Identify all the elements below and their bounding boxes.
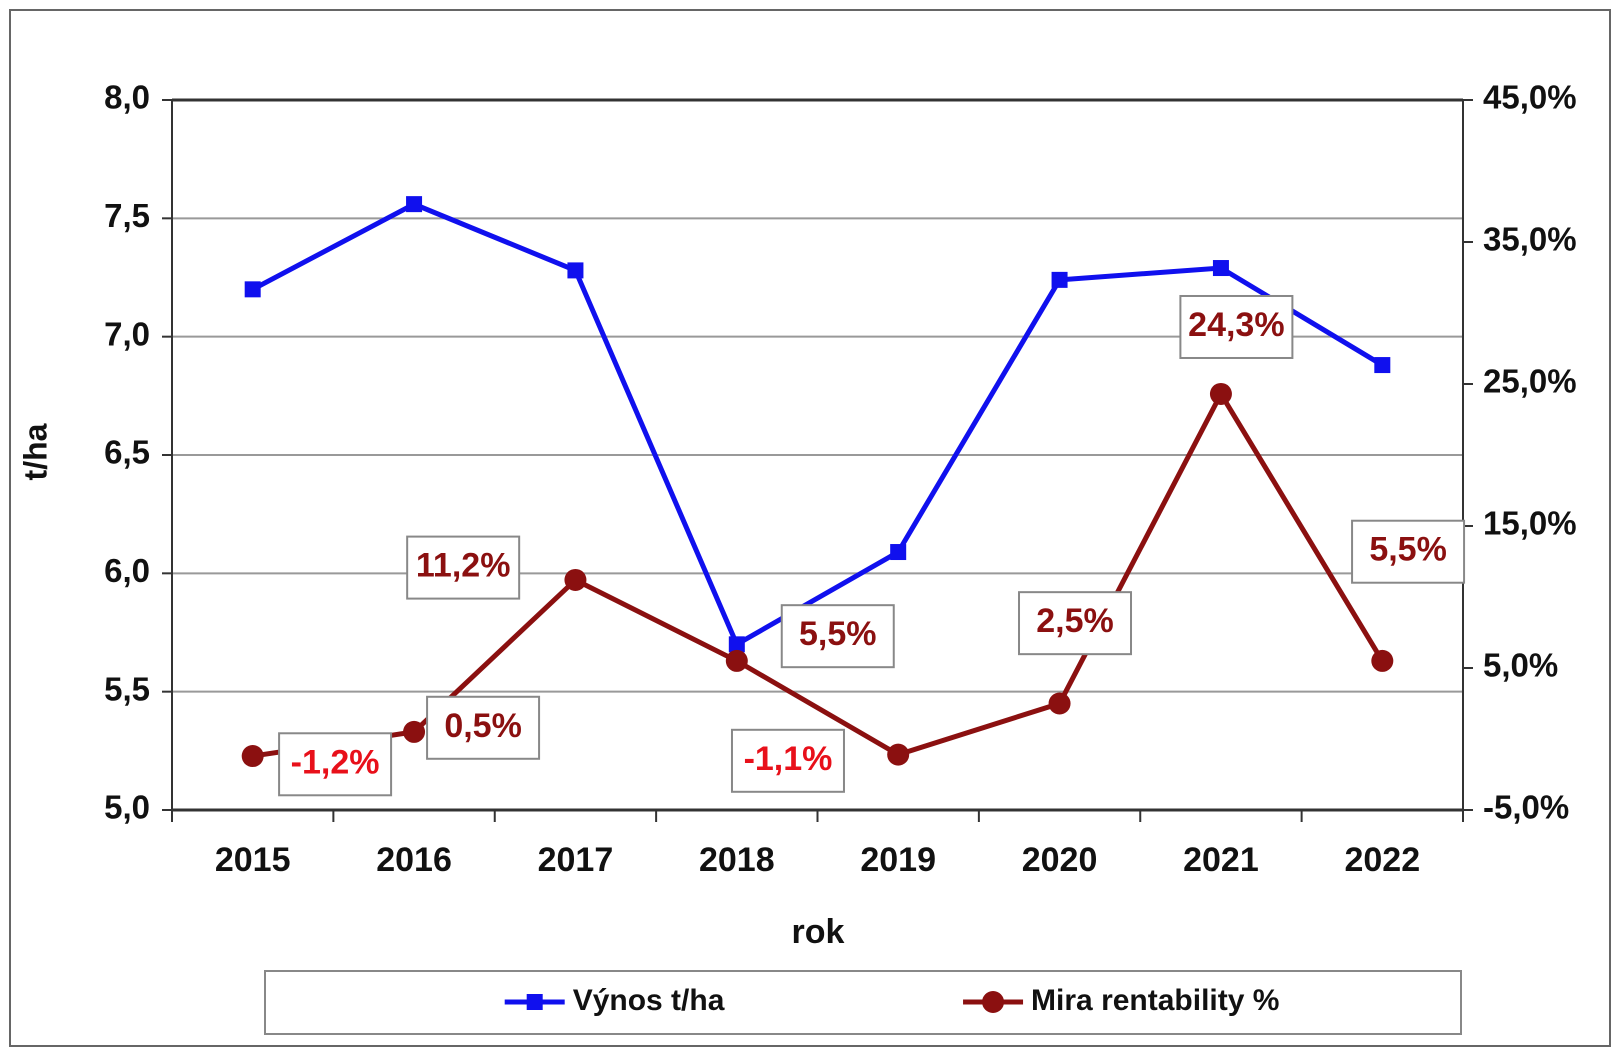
y2-tick-label: -5,0% bbox=[1483, 789, 1569, 826]
legend-label: Mira rentability % bbox=[1031, 984, 1279, 1017]
data-label-box bbox=[730, 728, 845, 793]
marker bbox=[1371, 649, 1394, 672]
data-label: 24,3% bbox=[1188, 306, 1284, 344]
x-tick-label: 2017 bbox=[538, 841, 614, 879]
marker bbox=[1048, 692, 1071, 715]
y-axis-label: t/ha bbox=[17, 423, 53, 480]
y-tick-label: 6,5 bbox=[104, 434, 150, 471]
x-tick-label: 2022 bbox=[1344, 841, 1420, 879]
y2-tick-label: 15,0% bbox=[1483, 505, 1577, 542]
data-label: 5,5% bbox=[799, 615, 877, 653]
data-label-box bbox=[278, 732, 393, 797]
y-tick-label: 5,5 bbox=[104, 670, 150, 707]
marker bbox=[890, 544, 907, 561]
legend-box bbox=[264, 970, 1462, 1035]
marker bbox=[567, 262, 584, 279]
data-label: 11,2% bbox=[416, 547, 511, 585]
marker bbox=[241, 745, 264, 768]
x-tick-label: 2016 bbox=[376, 841, 452, 879]
series-line bbox=[251, 201, 1384, 648]
marker bbox=[1051, 271, 1068, 288]
marker bbox=[887, 743, 910, 766]
x-tick-label: 2020 bbox=[1022, 841, 1098, 879]
y-tick-label: 8,0 bbox=[104, 79, 150, 116]
marker bbox=[403, 720, 426, 743]
y-tick-label: 5,0 bbox=[104, 789, 150, 826]
data-label-box bbox=[1018, 591, 1133, 656]
x-tick-label: 2019 bbox=[860, 841, 936, 879]
y2-tick-label: 35,0% bbox=[1483, 221, 1577, 258]
data-label-box bbox=[1179, 294, 1294, 359]
data-label-box bbox=[406, 535, 521, 600]
marker bbox=[982, 991, 1005, 1013]
x-tick-label: 2021 bbox=[1183, 841, 1259, 879]
data-label-box bbox=[1351, 519, 1466, 584]
chart-frame bbox=[9, 9, 1611, 1047]
y-tick-label: 6,0 bbox=[104, 552, 150, 589]
data-label: 2,5% bbox=[1036, 602, 1114, 640]
y2-tick-label: 5,0% bbox=[1483, 647, 1558, 684]
x-axis-label: rok bbox=[792, 913, 845, 951]
marker bbox=[728, 636, 745, 653]
y-tick-label: 7,5 bbox=[104, 197, 150, 234]
y-tick-label: 7,0 bbox=[104, 315, 150, 352]
marker bbox=[1212, 260, 1229, 277]
data-label-box bbox=[780, 604, 895, 669]
y2-tick-label: 45,0% bbox=[1483, 79, 1577, 116]
data-label: 0,5% bbox=[444, 707, 522, 745]
y2-tick-label: 25,0% bbox=[1483, 363, 1577, 400]
legend-label: Výnos t/ha bbox=[573, 984, 725, 1017]
marker bbox=[1374, 357, 1391, 374]
data-label: -1,2% bbox=[291, 743, 380, 781]
data-label: -1,1% bbox=[744, 740, 833, 778]
marker bbox=[244, 281, 261, 298]
x-tick-label: 2018 bbox=[699, 841, 775, 879]
data-label: 5,5% bbox=[1369, 531, 1447, 569]
x-tick-label: 2015 bbox=[215, 841, 291, 879]
data-label-box bbox=[426, 695, 541, 760]
marker bbox=[725, 649, 748, 672]
marker bbox=[526, 994, 543, 1010]
marker bbox=[564, 568, 587, 591]
marker bbox=[406, 196, 423, 213]
marker bbox=[1209, 382, 1232, 405]
